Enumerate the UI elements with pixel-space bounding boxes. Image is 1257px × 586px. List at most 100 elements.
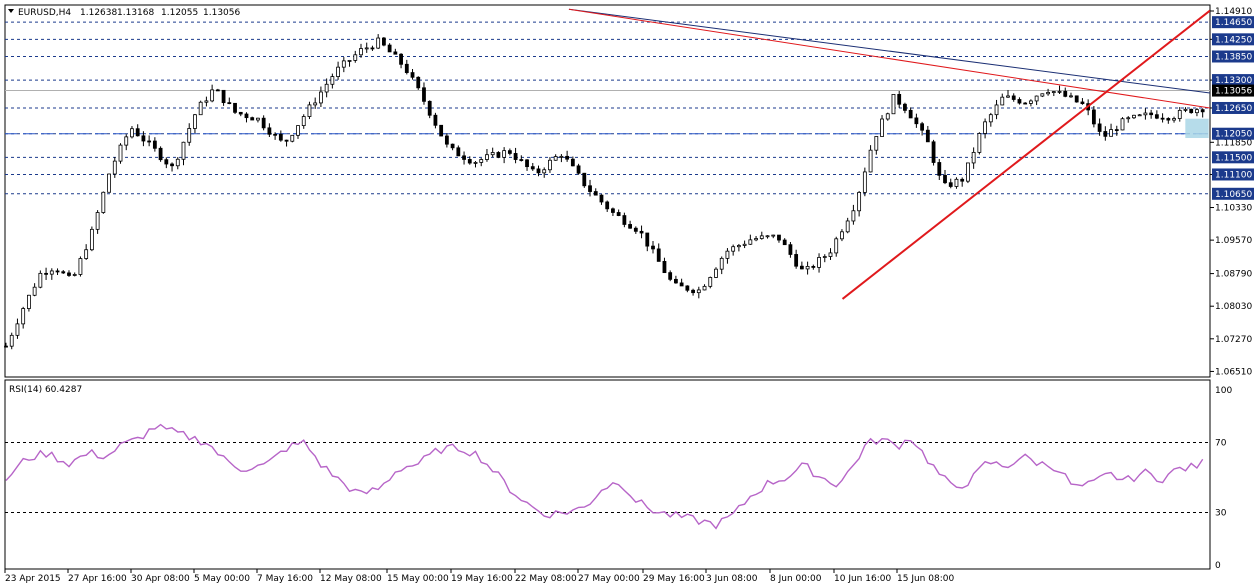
x-tick-label: 8 Jun 00:00	[770, 574, 822, 584]
candle-body	[187, 128, 192, 143]
candle-body	[777, 234, 781, 241]
candle-body	[124, 136, 129, 146]
candle-body	[89, 228, 94, 251]
candle-body	[1149, 112, 1154, 116]
candle-body	[908, 109, 913, 119]
candle-body	[714, 268, 718, 278]
y-tick-label: 1.10330	[1215, 204, 1252, 214]
candle-body	[1046, 92, 1050, 95]
rsi-tick-label: 70	[1215, 439, 1227, 449]
candle-body	[1074, 95, 1079, 103]
candle-body	[674, 278, 678, 284]
candle-body	[158, 147, 163, 161]
candle-body	[656, 248, 661, 262]
level-price-label: 1.14650	[1215, 18, 1252, 28]
candle-body	[954, 178, 959, 187]
candle-body	[771, 234, 776, 237]
candle-body	[347, 60, 352, 62]
candle-body	[1166, 118, 1171, 121]
candle-body	[736, 245, 741, 248]
candle-body	[381, 37, 386, 46]
candle-body	[84, 249, 89, 259]
candle-body	[479, 159, 484, 163]
candle-body	[874, 136, 879, 151]
candle-body	[759, 235, 764, 239]
chevron-down-icon[interactable]	[8, 9, 14, 13]
candle-body	[313, 102, 318, 106]
candle-body	[719, 257, 724, 270]
candle-body	[204, 100, 209, 103]
candle-body	[708, 277, 713, 287]
candle-body	[387, 44, 392, 53]
rsi-panel: 100 70 30 0	[5, 386, 1232, 571]
candle-body	[834, 238, 839, 254]
candle-body	[67, 272, 71, 276]
candle-body	[576, 165, 581, 174]
candle-body	[336, 66, 340, 77]
candle-body	[696, 289, 701, 294]
candle-body	[570, 158, 575, 167]
level-price-label: 1.13300	[1215, 76, 1252, 86]
candle-body	[1063, 90, 1068, 97]
candle-body	[731, 246, 736, 252]
candle-body	[9, 334, 14, 347]
candle-body	[862, 171, 867, 193]
candle-body	[324, 83, 329, 93]
candle-body	[1160, 117, 1165, 120]
level-price-tag	[1212, 151, 1254, 164]
candle-body	[851, 210, 856, 222]
candle-body	[404, 63, 409, 73]
candle-body	[662, 261, 667, 274]
candles	[4, 34, 1205, 350]
candle-body	[559, 155, 564, 158]
candle-body	[799, 265, 804, 270]
rsi-tick-label: 30	[1215, 509, 1227, 519]
candle-body	[1109, 129, 1113, 137]
level-price-tag	[1212, 187, 1254, 200]
main-chart-frame	[4, 4, 1211, 378]
candle-body	[943, 174, 947, 184]
candle-body	[616, 212, 621, 216]
candle-body	[141, 135, 146, 142]
candle-body	[101, 191, 106, 213]
candle-body	[765, 235, 770, 238]
level-price-label: 1.10650	[1215, 190, 1252, 200]
candle-body	[473, 162, 478, 164]
candle-body	[1091, 109, 1096, 125]
candle-body	[822, 256, 827, 258]
candle-body	[301, 116, 306, 127]
rsi-tick-label: 0	[1215, 561, 1221, 571]
level-price-tag	[1212, 101, 1254, 114]
candle-body	[645, 232, 650, 247]
x-tick-label: 15 May 00:00	[387, 574, 449, 584]
candle-body	[966, 162, 970, 182]
candle-body	[1143, 112, 1148, 116]
candle-body	[78, 258, 83, 275]
candle-body	[891, 93, 896, 115]
candle-body	[290, 134, 295, 142]
candle-body	[1006, 95, 1010, 98]
y-tick-label: 1.09570	[1215, 236, 1252, 246]
candle-body	[399, 53, 403, 65]
candle-body	[1195, 109, 1199, 114]
x-tick-label: 19 May 16:00	[451, 574, 513, 584]
candle-body	[1120, 118, 1125, 131]
y-tick-label: 1.08790	[1215, 270, 1252, 280]
candle-body	[427, 100, 432, 116]
candle-body	[588, 185, 592, 192]
highlight-box	[1185, 118, 1209, 139]
candle-body	[32, 286, 37, 296]
candle-body	[227, 102, 232, 105]
candle-body	[811, 266, 816, 268]
candle-body	[565, 155, 570, 160]
level-price-label: 1.13850	[1215, 52, 1252, 62]
candle-body	[1097, 123, 1102, 132]
candle-body	[925, 129, 930, 143]
candle-body	[742, 243, 747, 246]
candle-body	[456, 147, 461, 157]
level-price-tag	[1212, 16, 1254, 29]
candle-body	[4, 345, 8, 348]
candle-body	[233, 102, 237, 113]
x-tick-label: 27 Apr 16:00	[68, 574, 127, 584]
candle-body	[1154, 114, 1159, 119]
